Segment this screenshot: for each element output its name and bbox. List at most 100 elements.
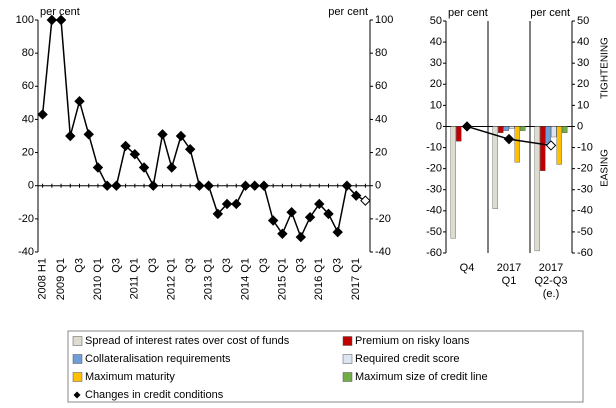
y-tick-label: 40	[22, 113, 34, 125]
y2-tick-label: 100	[375, 14, 393, 26]
x-tick-label: Q3	[295, 258, 307, 273]
marker	[157, 129, 168, 140]
marker	[138, 162, 150, 173]
marker	[545, 140, 557, 151]
x-tick-label: Q3	[110, 258, 122, 273]
y2-tick-label: 0	[577, 120, 583, 132]
marker	[304, 211, 316, 223]
marker	[286, 207, 297, 218]
legend-swatch	[342, 354, 353, 364]
legend-swatch	[72, 372, 83, 382]
y-tick-label: 0	[436, 120, 442, 132]
y2-tick-label: 10	[577, 99, 589, 111]
y2-tick-label: -20	[375, 213, 391, 225]
y2-tick-label: -10	[577, 141, 593, 153]
marker	[55, 14, 67, 26]
marker	[101, 180, 113, 191]
y2-tick-label: -30	[577, 184, 593, 196]
marker	[267, 215, 279, 226]
marker	[503, 133, 515, 145]
y2-axis-title: per cent	[328, 6, 368, 18]
y2-tick-label: 20	[375, 146, 387, 158]
marker	[46, 14, 58, 26]
bar	[498, 126, 504, 133]
bar	[534, 126, 540, 252]
bar	[551, 126, 557, 138]
legend-label: Spread of interest rates over cost of fu…	[85, 335, 290, 347]
marker	[65, 130, 76, 142]
marker	[231, 198, 242, 210]
y-tick-label: 80	[22, 47, 34, 59]
annotation: TIGHTENING	[600, 37, 611, 99]
x-tick-label: Q3	[184, 258, 196, 273]
marker	[258, 180, 270, 191]
y-tick-label: 60	[22, 80, 34, 92]
marker	[341, 180, 353, 191]
x-tick-label: Q3	[73, 258, 85, 273]
y2-tick-label: 40	[577, 36, 589, 48]
legend-swatch	[72, 336, 83, 346]
y-tick-label: 40	[430, 36, 442, 48]
legend-label: Maximum maturity	[85, 371, 175, 383]
legend-swatch	[342, 372, 353, 382]
bar	[509, 126, 515, 129]
y-tick-label: -20	[426, 163, 442, 175]
legend-box	[67, 330, 584, 403]
y2-tick-label: 0	[375, 180, 381, 192]
y-tick-label: -10	[426, 141, 442, 153]
legend-swatch	[342, 336, 353, 346]
y-tick-label: 10	[430, 99, 442, 111]
bar	[556, 126, 562, 165]
y-tick-label: -30	[426, 184, 442, 196]
x-tick-label: 2016 Q1	[313, 258, 325, 300]
bar	[514, 126, 520, 163]
x-tick-label: 2017 Q1	[350, 258, 362, 300]
bar	[545, 126, 551, 144]
y-axis-title: per cent	[40, 6, 80, 18]
y2-tick-label: -40	[577, 205, 593, 217]
y2-tick-label: 20	[577, 78, 589, 90]
x-tick-label: Q4	[460, 262, 475, 274]
x-tick-label: 2017 Q2-Q3 (e.)	[534, 262, 567, 300]
x-tick-label: Q3	[258, 258, 270, 273]
legend-label: Required credit score	[355, 353, 460, 365]
marker	[323, 208, 334, 220]
y-tick-label: 0	[28, 180, 34, 192]
marker	[277, 228, 288, 239]
x-tick-label: 2015 Q1	[276, 258, 288, 300]
x-tick-label: 2013 Q1	[203, 258, 215, 300]
y-tick-label: 20	[430, 78, 442, 90]
y2-axis-title: per cent	[530, 7, 570, 19]
legend-label: Maximum size of credit line	[355, 371, 488, 383]
bar	[503, 126, 509, 131]
marker	[249, 180, 260, 191]
y2-tick-label: -40	[375, 246, 391, 258]
x-tick-label: 2017 Q1	[497, 262, 521, 287]
y2-tick-label: 60	[375, 80, 387, 92]
x-tick-label: 2010 Q1	[92, 258, 104, 300]
y-tick-label: 20	[22, 146, 34, 158]
x-tick-label: 2014 Q1	[239, 258, 251, 300]
y-tick-label: 50	[430, 15, 442, 27]
y2-tick-label: -60	[577, 247, 593, 259]
marker	[120, 140, 131, 152]
legend-marker	[73, 391, 81, 399]
marker	[148, 180, 159, 191]
bar	[562, 126, 568, 133]
bar	[492, 126, 498, 209]
marker	[332, 226, 343, 238]
marker	[175, 130, 187, 142]
marker	[129, 149, 141, 160]
x-tick-label: Q3	[332, 258, 344, 273]
y-tick-label: -60	[426, 247, 442, 259]
marker	[111, 180, 122, 191]
x-tick-label: 2012 Q1	[166, 258, 178, 300]
legend-label: Collateralisation requirements	[85, 353, 231, 365]
y-tick-label: -50	[426, 226, 442, 238]
x-tick-label: Q3	[221, 258, 233, 273]
marker	[240, 180, 251, 191]
x-tick-label: 2009 Q1	[55, 258, 67, 300]
x-tick-label: 2008 H1	[37, 258, 49, 300]
y-axis-title: per cent	[448, 7, 488, 19]
